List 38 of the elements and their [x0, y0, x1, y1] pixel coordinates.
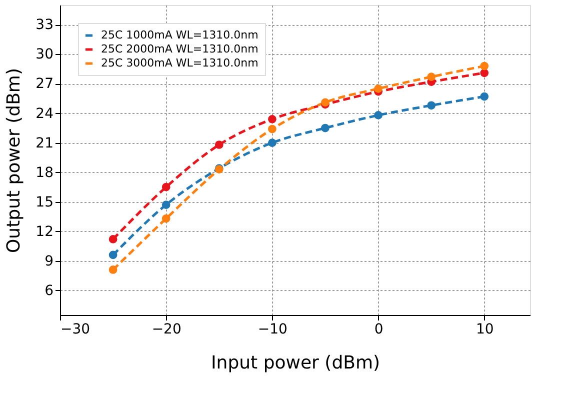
x-tick-label: 10	[476, 322, 494, 338]
y-tick-label: 33	[36, 17, 54, 34]
x-tick-label: −10	[258, 322, 288, 338]
y-tick-label: 21	[36, 135, 54, 152]
point	[162, 214, 170, 223]
y-tick-label: 24	[36, 106, 54, 122]
point	[321, 124, 330, 132]
x-tick-label: −30	[60, 322, 90, 338]
point	[268, 138, 276, 147]
y-tick-label: 9	[44, 253, 54, 270]
x-axis-title: Input power (dBm)	[210, 352, 380, 374]
y-tick-label: 27	[36, 76, 54, 92]
x-tick-label: −20	[152, 322, 182, 338]
y-tick-label: 30	[36, 46, 54, 63]
point	[374, 84, 382, 93]
legend-label: 25C 1000mA WL=1310.0nm	[101, 28, 258, 42]
point	[480, 62, 489, 70]
y-tick-label: 15	[36, 194, 54, 210]
y-tick-label: 12	[36, 224, 54, 240]
x-tick-label: 0	[374, 322, 384, 338]
legend-label: 25C 3000mA WL=1310.0nm	[101, 56, 258, 70]
point	[480, 92, 489, 101]
point	[374, 111, 382, 120]
y-axis-title: Output power (dBm)	[4, 68, 25, 253]
point	[480, 68, 489, 78]
point	[427, 101, 436, 110]
y-tick-label: 18	[36, 164, 54, 181]
point	[108, 235, 118, 244]
point	[214, 140, 224, 149]
y-tick-label: 6	[44, 282, 54, 299]
point	[108, 250, 118, 260]
point	[162, 200, 170, 209]
point	[108, 266, 118, 274]
point	[427, 72, 436, 82]
point	[268, 114, 276, 124]
point	[162, 182, 170, 192]
legend-label: 25C 2000mA WL=1310.0nm	[101, 42, 258, 56]
point	[268, 124, 276, 134]
